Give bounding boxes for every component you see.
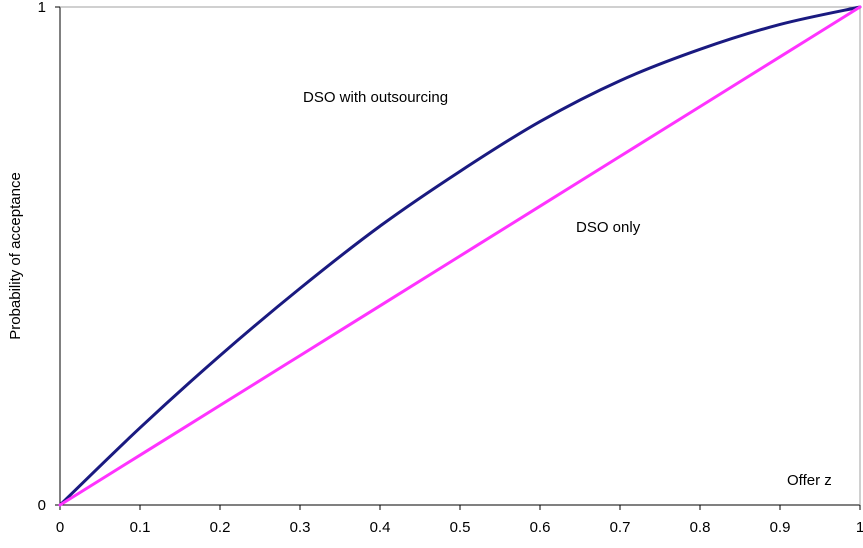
x-tick-label: 0.3 xyxy=(290,519,311,536)
x-tick-label: 0 xyxy=(56,519,64,536)
series-label-dso-only: DSO only xyxy=(576,219,641,236)
x-tick-label: 0.4 xyxy=(370,519,391,536)
series-line-dso-with-outsourcing xyxy=(58,5,862,507)
x-tick-label: 0.5 xyxy=(450,519,471,536)
x-axis-title: Offer z xyxy=(787,472,832,489)
x-tick-label: 0.1 xyxy=(130,519,151,536)
y-ticks: 01 xyxy=(38,0,60,514)
x-tick-label: 0.9 xyxy=(770,519,791,536)
axes xyxy=(59,6,861,506)
x-tick-label: 0.7 xyxy=(610,519,631,536)
y-axis-title: Probability of acceptance xyxy=(7,172,24,340)
series-layer xyxy=(58,5,862,507)
x-tick-label: 0.6 xyxy=(530,519,551,536)
series-line-dso-only xyxy=(58,5,862,507)
y-tick-label: 1 xyxy=(38,0,46,16)
series-label-dso-with-outsourcing: DSO with outsourcing xyxy=(303,89,448,106)
x-tick-label: 0.8 xyxy=(690,519,711,536)
x-tick-label: 0.2 xyxy=(210,519,231,536)
y-tick-label: 0 xyxy=(38,497,46,514)
x-tick-label: 1 xyxy=(856,519,863,536)
x-ticks: 0 0.1 0.2 0.3 0.4 0.5 0.6 0.7 0.8 0.9 1 xyxy=(56,505,863,536)
